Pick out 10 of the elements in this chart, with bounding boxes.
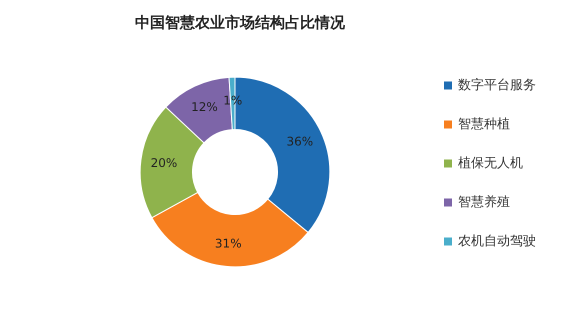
legend-label: 植保无人机 [458, 156, 523, 171]
data-label: 20% [150, 156, 178, 170]
legend-label: 数字平台服务 [458, 77, 536, 93]
chart-title: 中国智慧农业市场结构占比情况 [135, 14, 346, 32]
data-label: 36% [286, 134, 314, 148]
data-label: 12% [191, 100, 218, 114]
legend-label: 智慧养殖 [458, 194, 510, 210]
legend-label: 智慧种植 [458, 117, 510, 132]
legend-label: 农机自动驾驶 [458, 234, 536, 249]
data-label: 31% [214, 236, 242, 250]
